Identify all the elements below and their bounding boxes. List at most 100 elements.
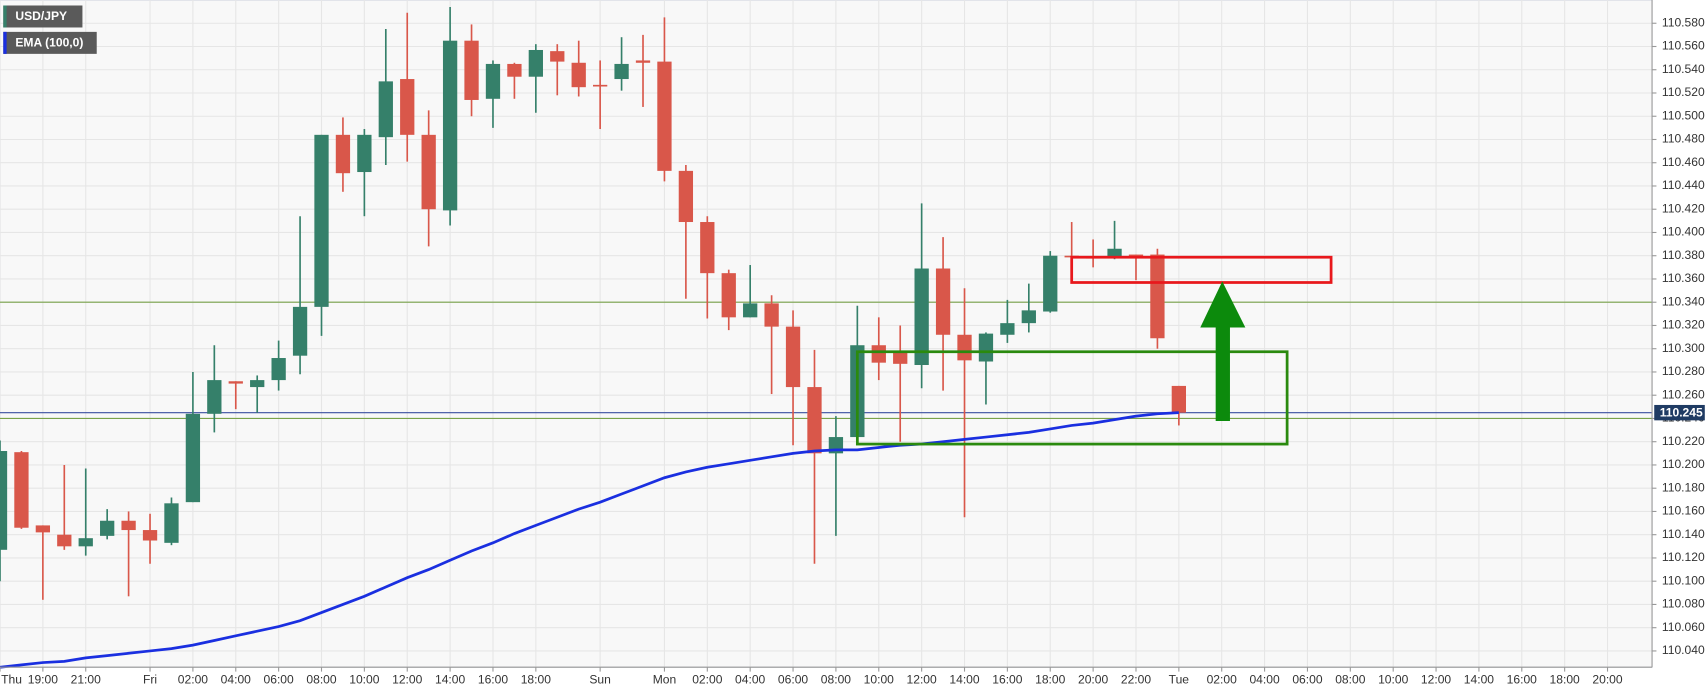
candle-body (507, 63, 522, 77)
x-tick-label: 04:00 (221, 673, 252, 687)
candle-body (14, 452, 29, 528)
candle-body (721, 273, 736, 318)
y-tick-label: 110.560 (1662, 39, 1705, 53)
x-tick-label: 06:00 (778, 673, 809, 687)
candle-body (78, 538, 93, 547)
candle-body (957, 334, 972, 361)
candle-body (378, 81, 393, 138)
candle-body (764, 303, 779, 327)
y-tick-label: 110.120 (1662, 550, 1705, 564)
x-tick-label: 14:00 (435, 673, 466, 687)
candle-body (185, 413, 201, 503)
annotations (855, 255, 1333, 446)
y-tick-label: 110.320 (1662, 318, 1705, 332)
y-tick-label: 110.480 (1662, 132, 1705, 146)
candle-body (614, 63, 629, 80)
candle-body (228, 381, 243, 384)
x-tick-label: 08:00 (821, 673, 852, 687)
candle-body (142, 530, 158, 541)
support-box (855, 350, 1289, 446)
candle-body (464, 40, 479, 100)
y-tick-label: 110.300 (1662, 341, 1705, 355)
x-tick-label: 02:00 (1207, 673, 1238, 687)
candle-body (871, 345, 886, 363)
y-tick-label: 110.060 (1662, 620, 1705, 634)
candle-body (207, 380, 222, 414)
candle-body (893, 352, 908, 364)
candle-body (485, 63, 501, 99)
x-tick-label: Fri (143, 673, 157, 687)
grid (0, 0, 1653, 668)
candle-body (678, 170, 694, 223)
candle-body (785, 326, 801, 388)
x-tick-label: 12:00 (1421, 673, 1452, 687)
y-tick-label: 110.380 (1662, 248, 1705, 262)
legend: USD/JPY EMA (100,0) (3, 5, 97, 54)
x-tick-label: 18:00 (521, 673, 552, 687)
x-tick-label: 20:00 (1078, 673, 1109, 687)
candle-body (571, 62, 586, 88)
candle-body (914, 268, 929, 365)
x-tick-label: 21:00 (71, 673, 102, 687)
x-tick-label: 06:00 (1292, 673, 1323, 687)
y-tick-label: 110.400 (1662, 225, 1705, 239)
x-tick-label: 08:00 (1335, 673, 1366, 687)
candle-body (250, 380, 265, 388)
candle-body (271, 358, 286, 381)
arrow-head (1200, 281, 1246, 328)
legend-box (3, 5, 83, 28)
candle-body (0, 451, 8, 550)
candle-body (743, 303, 758, 318)
candle-body (357, 134, 372, 173)
legend-swatch (3, 31, 7, 54)
x-tick-label: 06:00 (264, 673, 295, 687)
y-tick-label: 110.520 (1662, 85, 1705, 99)
candle-body (1171, 385, 1186, 413)
y-tick-label: 110.500 (1662, 108, 1705, 122)
price-label: 110.245 (1660, 405, 1703, 419)
x-tick-label: 18:00 (1550, 673, 1581, 687)
arrow-shaft (1215, 326, 1230, 421)
candle-body (935, 268, 951, 335)
x-tick-label: 02:00 (692, 673, 723, 687)
x-tick-label: 14:00 (949, 673, 980, 687)
candle-body (57, 534, 72, 547)
y-tick-label: 110.540 (1662, 62, 1705, 76)
candle-body (164, 503, 179, 543)
y-tick-label: 110.360 (1662, 271, 1705, 285)
x-tick-label: 16:00 (478, 673, 509, 687)
y-tick-label: 110.440 (1662, 178, 1705, 192)
y-tick-label: 110.140 (1662, 527, 1705, 541)
x-tick-label: 12:00 (392, 673, 423, 687)
x-tick-label: Sun (589, 673, 610, 687)
candle-body (592, 84, 608, 87)
legend-label: EMA (100,0) (15, 36, 83, 50)
legend-swatch (3, 5, 7, 28)
candle-body (700, 222, 715, 274)
ema-line (0, 411, 1179, 669)
candle-body (635, 60, 651, 63)
candle-body (978, 333, 994, 362)
x-tick-label: 08:00 (306, 673, 337, 687)
y-tick-label: 110.080 (1662, 597, 1705, 611)
x-tick-label: 10:00 (349, 673, 380, 687)
y-tick-label: 110.340 (1662, 294, 1705, 308)
x-tick-label: 22:00 (1121, 673, 1152, 687)
x-tick-label: 04:00 (735, 673, 766, 687)
candle-body (400, 79, 415, 135)
legend-label: USD/JPY (15, 9, 67, 23)
plot-area (0, 0, 1653, 668)
candle-body (550, 51, 565, 62)
y-tick-label: 110.040 (1662, 643, 1705, 657)
x-tick-label: 10:00 (864, 673, 895, 687)
y-tick-label: 110.160 (1662, 504, 1705, 518)
candle-body (807, 387, 822, 454)
candle-body (421, 134, 436, 210)
candle-body (1021, 310, 1036, 324)
candle-body (1128, 254, 1144, 257)
x-tick-label: Tue (1169, 673, 1190, 687)
candle-body (1043, 255, 1058, 312)
candle-body (442, 40, 458, 211)
x-tick-label: 20:00 (1592, 673, 1623, 687)
